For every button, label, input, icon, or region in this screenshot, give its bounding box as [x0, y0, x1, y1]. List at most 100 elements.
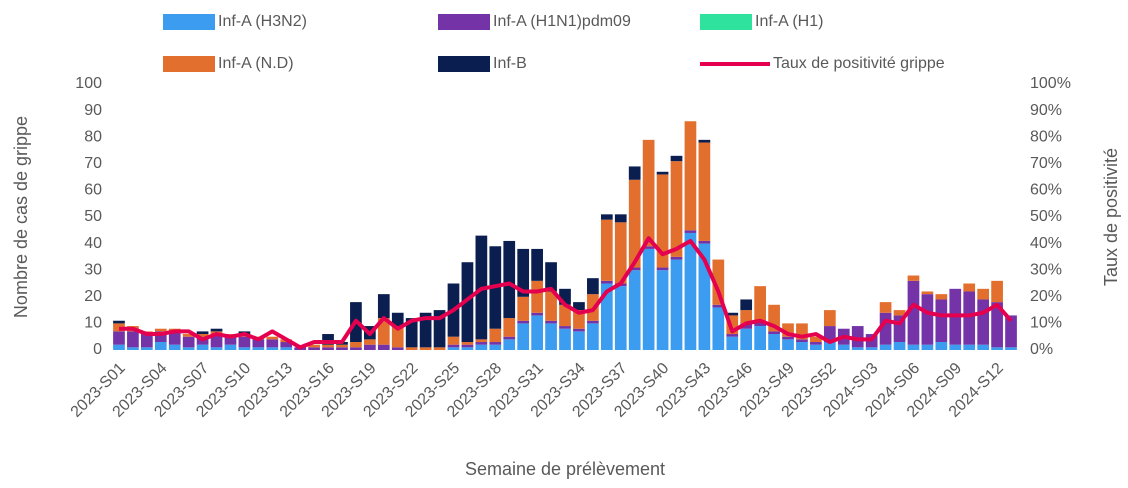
- bar: [531, 280, 543, 313]
- bar: [503, 318, 516, 337]
- bar: [461, 262, 474, 343]
- bar: [823, 342, 836, 350]
- bar: [517, 320, 530, 324]
- bar: [712, 304, 725, 308]
- bar: [238, 347, 251, 350]
- bar: [935, 294, 948, 300]
- bar: [851, 326, 864, 348]
- bar: [308, 344, 320, 348]
- bar: [628, 270, 641, 350]
- bar: [489, 344, 502, 350]
- bar: [433, 347, 446, 350]
- bar: [113, 344, 125, 350]
- bar: [336, 344, 348, 348]
- bar: [796, 342, 808, 350]
- bar: [489, 328, 502, 343]
- bar: [754, 320, 766, 327]
- bar: [140, 334, 153, 348]
- bar: [865, 347, 878, 350]
- bar: [726, 334, 739, 337]
- bar: [600, 219, 613, 281]
- bar: [879, 312, 892, 345]
- bar: [921, 291, 934, 295]
- bar: [405, 318, 418, 348]
- bar: [642, 248, 655, 350]
- bar: [252, 339, 265, 348]
- bar: [266, 339, 279, 348]
- bar: [168, 344, 181, 350]
- bar: [210, 347, 223, 350]
- bar: [935, 342, 948, 350]
- legend-label: Inf-A (N.D): [218, 55, 294, 72]
- bar: [977, 344, 990, 350]
- bar: [587, 323, 599, 350]
- bar: [656, 171, 669, 175]
- bar: [726, 312, 739, 316]
- bar: [517, 323, 530, 350]
- y-tick-label: 40: [84, 235, 102, 252]
- bar: [991, 302, 1003, 348]
- bar: [698, 243, 711, 350]
- bar: [377, 294, 390, 319]
- bar: [475, 344, 488, 350]
- bar: [977, 288, 990, 300]
- bar: [127, 347, 139, 350]
- bar: [740, 323, 753, 329]
- bar: [182, 336, 195, 348]
- bar: [726, 315, 739, 335]
- bar: [531, 315, 543, 350]
- bar: [935, 299, 948, 343]
- bar: [684, 230, 697, 233]
- bar: [823, 326, 836, 343]
- bar: [447, 344, 460, 348]
- bar: [796, 323, 808, 340]
- bar: [559, 326, 571, 329]
- bar: [740, 299, 753, 311]
- bar: [475, 339, 488, 343]
- bar: [698, 142, 711, 241]
- bar: [740, 310, 753, 324]
- bar: [182, 347, 195, 350]
- bar: [879, 344, 892, 350]
- line: [118, 236, 1013, 350]
- bar: [280, 342, 293, 348]
- bar: [364, 339, 376, 345]
- bar: [127, 331, 139, 348]
- bar: [182, 334, 195, 337]
- bar: [377, 344, 390, 350]
- legend-label: Taux de positivité grippe: [773, 55, 945, 72]
- bar: [573, 302, 585, 311]
- bar: [559, 288, 571, 305]
- bar: [851, 347, 864, 350]
- bar: [238, 336, 251, 348]
- bar: [266, 336, 279, 340]
- bar: [531, 248, 543, 281]
- y2-tick-label: 10%: [1030, 315, 1062, 332]
- legend-swatch: [438, 56, 490, 72]
- bar: [336, 347, 348, 350]
- bar: [782, 336, 794, 340]
- y2-tick-label: 50%: [1030, 208, 1062, 225]
- x-axis-title: Semaine de prélèvement: [465, 459, 665, 479]
- y2-tick-label: 70%: [1030, 155, 1062, 172]
- y2-tick-label: 90%: [1030, 102, 1062, 119]
- bar: [837, 344, 850, 350]
- bar: [628, 267, 641, 271]
- bar: [656, 267, 669, 271]
- bar: [907, 275, 920, 281]
- bar: [461, 342, 474, 345]
- y-tick-label: 30: [84, 261, 102, 278]
- y-tick-label: 0: [93, 341, 102, 358]
- bar: [419, 347, 432, 350]
- y-tick-label: 90: [84, 102, 102, 119]
- bar: [224, 344, 237, 350]
- bar: [810, 344, 822, 350]
- bar: [196, 344, 209, 350]
- bar: [405, 347, 418, 350]
- bar: [559, 304, 571, 327]
- bar: [377, 318, 390, 345]
- y2-tick-label: 40%: [1030, 235, 1062, 252]
- legend-swatch: [700, 14, 752, 30]
- bar: [754, 326, 766, 350]
